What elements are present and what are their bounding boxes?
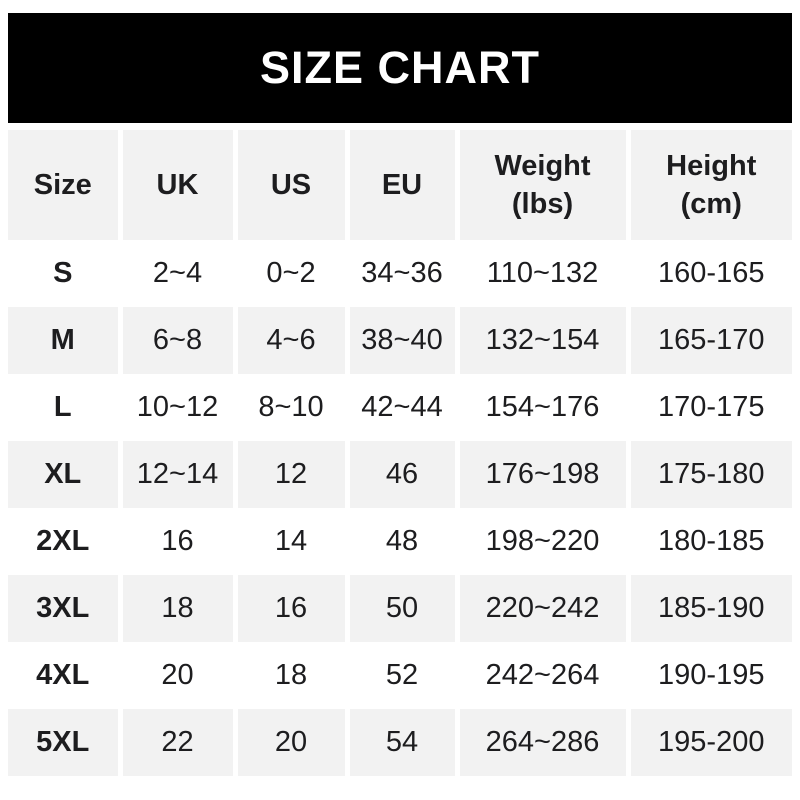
size-cell: 3XL (36, 592, 90, 624)
height-cell: 180-185 (625, 508, 792, 575)
height-cell: 165-170 (625, 307, 792, 374)
table-row-4xl: 4XL 20 18 52 242~264 190-195 (8, 642, 792, 709)
table-row-2xl: 2XL 16 14 48 198~220 180-185 (8, 508, 792, 575)
weight-cell: 132~154 (454, 307, 628, 374)
header-height: Height (cm) (625, 130, 792, 240)
header-weight-label-line2: (lbs) (511, 188, 574, 220)
eu-cell: 38~40 (344, 307, 457, 374)
eu-cell: 34~36 (344, 240, 457, 307)
header-uk: UK (117, 130, 235, 240)
eu-cell: 54 (344, 709, 457, 776)
size-cell: S (53, 257, 73, 289)
height-cell: 170-175 (625, 374, 792, 441)
uk-cell: 6~8 (117, 307, 235, 374)
eu-cell: 48 (344, 508, 457, 575)
header-weight-label-line1: Weight (494, 150, 591, 182)
header-height-label-line1: Height (666, 150, 757, 182)
weight-cell: 264~286 (454, 709, 628, 776)
height-cell: 160-165 (625, 240, 792, 307)
height-cell: 185-190 (625, 575, 792, 642)
table-row-l: L 10~12 8~10 42~44 154~176 170-175 (8, 374, 792, 441)
us-cell: 8~10 (232, 374, 347, 441)
us-cell: 12 (232, 441, 347, 508)
table-row-5xl: 5XL 22 20 54 264~286 195-200 (8, 709, 792, 776)
size-cell: M (50, 324, 75, 356)
size-chart-table: Size UK US EU Weight (lbs) Height (cm) (8, 130, 792, 776)
header-row: Size UK US EU Weight (lbs) Height (cm) (8, 130, 792, 240)
header-weight: Weight (lbs) (454, 130, 628, 240)
table-row-xl: XL 12~14 12 46 176~198 175-180 (8, 441, 792, 508)
eu-cell: 50 (344, 575, 457, 642)
us-cell: 18 (232, 642, 347, 709)
header-size: Size (8, 130, 120, 240)
us-cell: 4~6 (232, 307, 347, 374)
weight-cell: 154~176 (454, 374, 628, 441)
uk-cell: 10~12 (117, 374, 235, 441)
uk-cell: 2~4 (117, 240, 235, 307)
uk-cell: 18 (117, 575, 235, 642)
header-eu: EU (344, 130, 457, 240)
eu-cell: 52 (344, 642, 457, 709)
height-cell: 190-195 (625, 642, 792, 709)
table-row-s: S 2~4 0~2 34~36 110~132 160-165 (8, 240, 792, 307)
height-cell: 175-180 (625, 441, 792, 508)
size-chart-banner: SIZE CHART (8, 13, 792, 123)
uk-cell: 22 (117, 709, 235, 776)
uk-cell: 12~14 (117, 441, 235, 508)
size-cell: XL (44, 458, 82, 490)
header-us: US (232, 130, 347, 240)
us-cell: 14 (232, 508, 347, 575)
header-size-label: Size (33, 169, 92, 201)
header-us-label: US (270, 169, 312, 201)
eu-cell: 46 (344, 441, 457, 508)
us-cell: 0~2 (232, 240, 347, 307)
size-chart-title: SIZE CHART (260, 42, 540, 93)
size-cell: 2XL (36, 525, 90, 557)
us-cell: 16 (232, 575, 347, 642)
weight-cell: 198~220 (454, 508, 628, 575)
header-height-label-line2: (cm) (680, 188, 742, 220)
us-cell: 20 (232, 709, 347, 776)
header-eu-label: EU (381, 169, 423, 201)
uk-cell: 20 (117, 642, 235, 709)
table-row-3xl: 3XL 18 16 50 220~242 185-190 (8, 575, 792, 642)
size-cell: L (53, 391, 72, 423)
weight-cell: 220~242 (454, 575, 628, 642)
weight-cell: 110~132 (454, 240, 628, 307)
table-body: S 2~4 0~2 34~36 110~132 160-165 M 6~8 4~… (8, 240, 792, 776)
height-cell: 195-200 (625, 709, 792, 776)
table-header: Size UK US EU Weight (lbs) Height (cm) (8, 130, 792, 240)
size-cell: 4XL (36, 659, 90, 691)
weight-cell: 176~198 (454, 441, 628, 508)
header-uk-label: UK (156, 169, 199, 201)
eu-cell: 42~44 (344, 374, 457, 441)
uk-cell: 16 (117, 508, 235, 575)
weight-cell: 242~264 (454, 642, 628, 709)
table-row-m: M 6~8 4~6 38~40 132~154 165-170 (8, 307, 792, 374)
size-cell: 5XL (36, 726, 90, 758)
